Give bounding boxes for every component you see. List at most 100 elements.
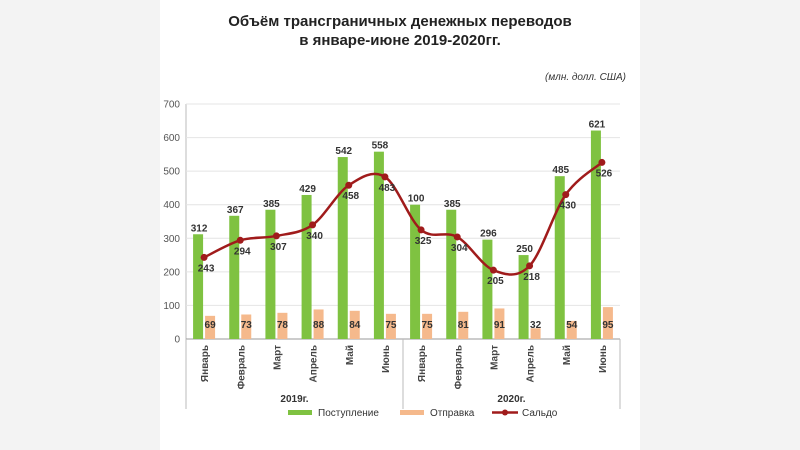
- x-tick-label: Март: [489, 345, 500, 370]
- data-label-outgoing: 95: [602, 320, 614, 331]
- data-label-outgoing: 73: [241, 320, 253, 331]
- chart-title: Объём трансграничных денежных переводов …: [0, 12, 800, 50]
- bar-outgoing: [458, 311, 469, 339]
- data-label-incoming: 250: [516, 244, 533, 255]
- data-label-saldo: 430: [559, 201, 576, 212]
- y-tick-label: 0: [174, 335, 180, 346]
- data-label-incoming: 558: [372, 141, 389, 152]
- bar-outgoing: [422, 313, 433, 339]
- y-tick-label: 100: [163, 301, 180, 312]
- bar-outgoing: [566, 320, 577, 339]
- bar-incoming: [482, 239, 493, 339]
- data-label-incoming: 367: [227, 205, 244, 216]
- group-label: 2020г.: [497, 394, 525, 405]
- bar-incoming: [518, 255, 529, 339]
- x-tick-label: Июнь: [381, 345, 392, 373]
- group-label: 2019г.: [280, 394, 308, 405]
- data-label-incoming: 312: [191, 223, 208, 234]
- data-label-saldo: 304: [451, 243, 468, 254]
- data-label-saldo: 218: [523, 272, 540, 283]
- line-point: [526, 262, 534, 270]
- line-point: [309, 221, 317, 229]
- data-label-incoming: 296: [480, 229, 497, 240]
- data-label-outgoing: 81: [458, 320, 470, 331]
- x-tick-label: Январь: [417, 345, 428, 382]
- bar-outgoing: [494, 308, 505, 339]
- series-line-saldo: [203, 161, 603, 276]
- data-label-saldo: 294: [234, 246, 251, 257]
- x-tick-label: Январь: [200, 345, 211, 382]
- x-tick-label: Май: [562, 345, 573, 365]
- y-tick-label: 300: [163, 234, 180, 245]
- line-point: [598, 158, 606, 166]
- line-point: [417, 226, 425, 234]
- data-label-incoming: 621: [589, 120, 606, 131]
- bar-incoming: [410, 204, 421, 339]
- y-tick-label: 200: [163, 267, 180, 278]
- line-point: [562, 191, 570, 199]
- bar-incoming: [373, 151, 384, 339]
- legend-swatch: [400, 410, 424, 415]
- data-label-outgoing: 69: [205, 320, 217, 331]
- legend-swatch-marker: [502, 409, 508, 416]
- bar-outgoing: [602, 307, 613, 339]
- data-label-saldo: 307: [270, 242, 287, 253]
- data-label-saldo: 458: [342, 191, 359, 202]
- line-point: [381, 173, 389, 181]
- x-tick-label: Апрель: [309, 345, 320, 382]
- bar-incoming: [590, 130, 601, 339]
- data-label-saldo: 325: [415, 236, 432, 247]
- bar-incoming: [265, 209, 276, 339]
- line-point: [200, 253, 208, 261]
- legend-label: Отправка: [430, 408, 475, 419]
- bar-incoming: [337, 157, 348, 339]
- y-tick-label: 700: [163, 100, 180, 111]
- data-label-outgoing: 84: [349, 320, 361, 331]
- data-label-saldo: 205: [487, 276, 504, 287]
- data-label-outgoing: 91: [494, 320, 506, 331]
- line-point: [272, 232, 280, 240]
- x-tick-label: Июнь: [598, 345, 609, 373]
- data-label-incoming: 485: [552, 165, 569, 176]
- data-label-outgoing: 75: [385, 320, 397, 331]
- bar-incoming: [554, 176, 565, 339]
- bar-outgoing: [313, 309, 324, 339]
- units-label: (млн. долл. США): [545, 72, 627, 83]
- x-tick-label: Февраль: [236, 345, 247, 389]
- data-label-saldo: 243: [198, 263, 215, 274]
- data-label-saldo: 340: [306, 231, 323, 242]
- data-label-outgoing: 54: [566, 320, 578, 331]
- x-tick-label: Май: [345, 345, 356, 365]
- bar-incoming: [301, 194, 312, 339]
- chart-title-line1: Объём трансграничных денежных переводов: [228, 13, 572, 30]
- data-label-saldo: 483: [379, 183, 396, 194]
- data-label-incoming: 429: [299, 184, 316, 195]
- legend-label: Сальдо: [522, 408, 558, 419]
- bar-outgoing: [349, 310, 360, 339]
- data-label-incoming: 100: [408, 194, 425, 205]
- bar-outgoing: [241, 314, 252, 339]
- bar-outgoing: [385, 313, 396, 339]
- data-label-outgoing: 32: [530, 320, 542, 331]
- x-tick-label: Апрель: [526, 345, 537, 382]
- data-label-outgoing: 88: [313, 320, 325, 331]
- line-point: [453, 233, 461, 241]
- data-label-saldo: 526: [596, 168, 613, 179]
- line-point: [345, 181, 353, 189]
- data-label-outgoing: 75: [422, 320, 434, 331]
- bar-outgoing: [205, 315, 216, 339]
- data-label-incoming: 385: [444, 199, 461, 210]
- bar-outgoing: [277, 312, 288, 339]
- y-tick-label: 400: [163, 200, 180, 211]
- data-label-outgoing: 78: [277, 320, 289, 331]
- legend-label: Поступление: [318, 408, 379, 419]
- bar-incoming: [446, 209, 457, 339]
- data-label-incoming: 385: [263, 199, 280, 210]
- y-tick-label: 600: [163, 133, 180, 144]
- x-tick-label: Март: [272, 345, 283, 370]
- line-point: [489, 266, 497, 274]
- bar-incoming: [193, 234, 204, 339]
- data-label-incoming: 542: [335, 146, 352, 157]
- y-tick-label: 500: [163, 167, 180, 178]
